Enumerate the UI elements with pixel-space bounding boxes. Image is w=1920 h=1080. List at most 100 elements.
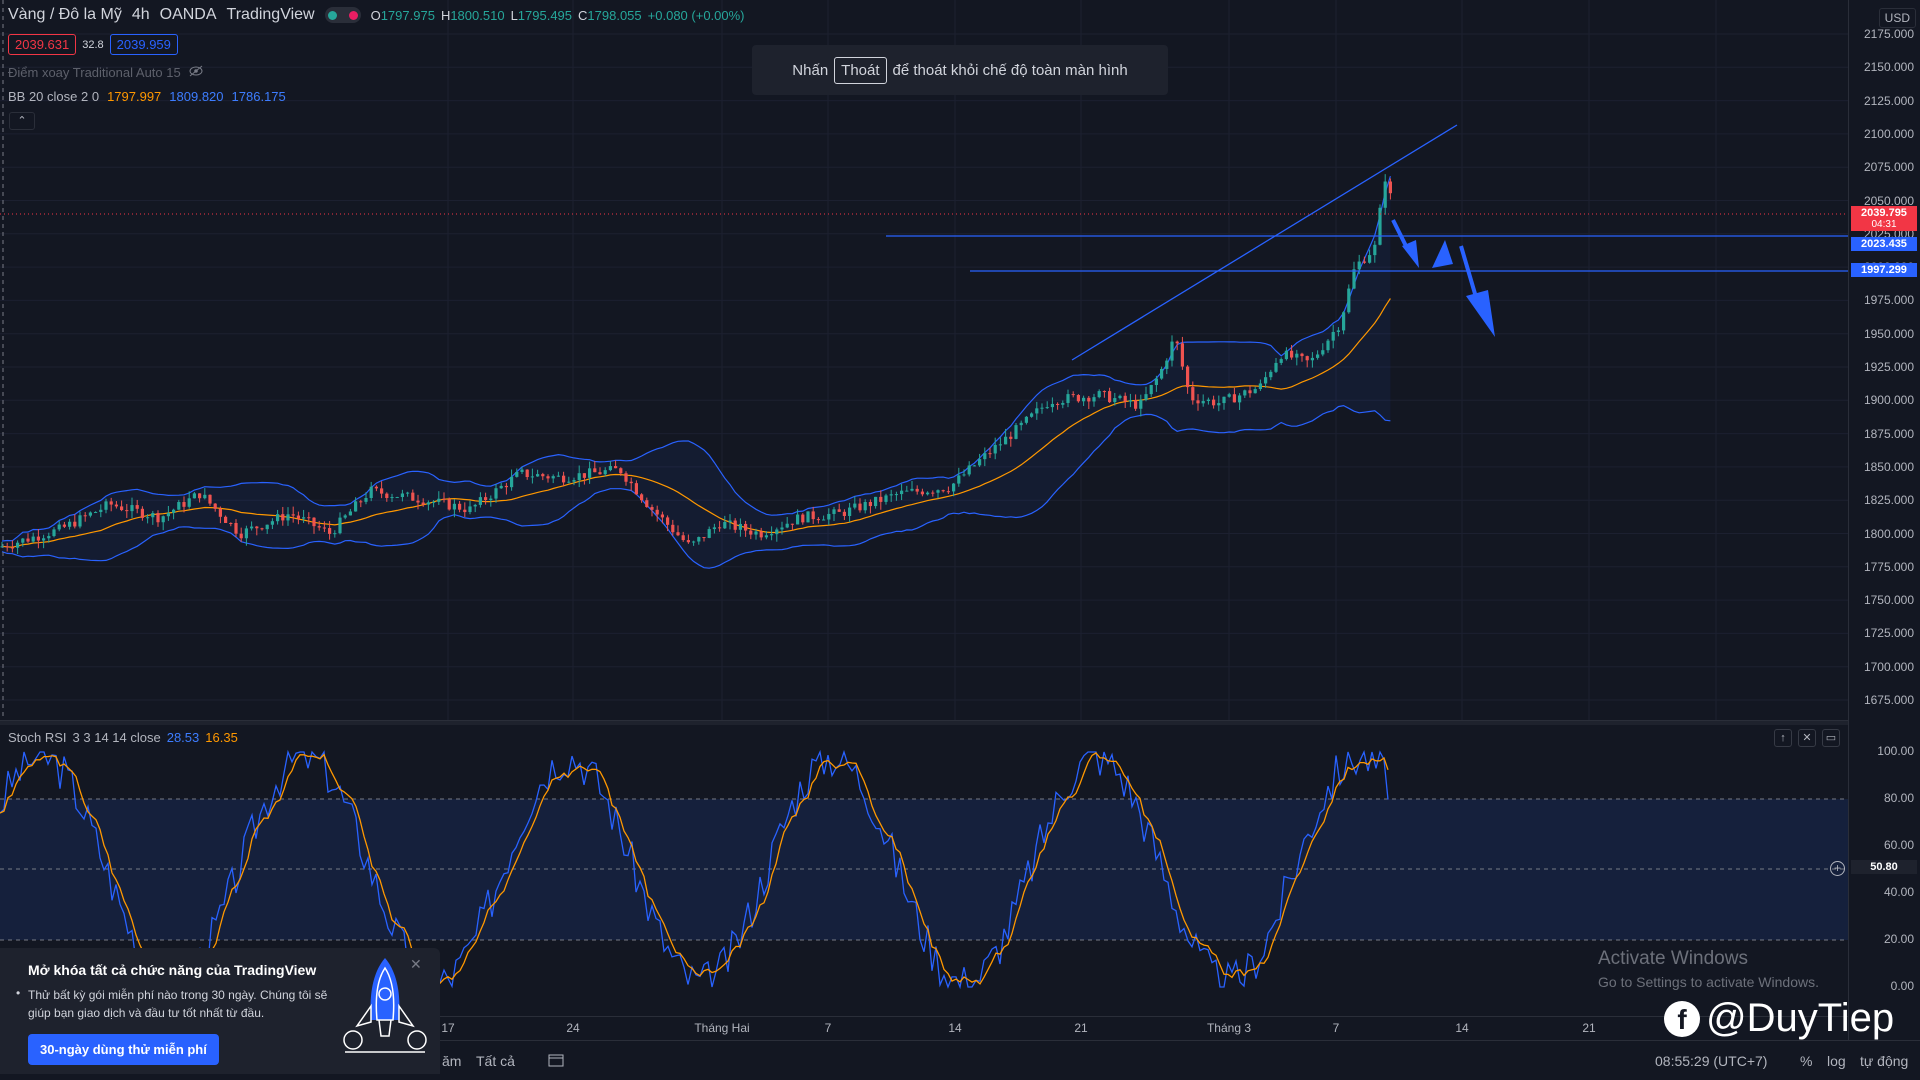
stoch-rsi-legend[interactable]: Stoch RSI 3 3 14 14 close 28.53 16.35 [8, 730, 238, 745]
range-partial[interactable]: ăm [442, 1053, 462, 1069]
currency-selector[interactable]: USD [1878, 8, 1916, 28]
stoch-tick-label: 0.00 [1890, 979, 1914, 993]
stoch-rsi-svg[interactable] [0, 725, 1848, 1015]
candle-body [1087, 397, 1091, 402]
candle-body [868, 501, 872, 507]
trend-line-drawing[interactable] [1071, 124, 1458, 361]
maximize-icon[interactable]: ▭ [1822, 729, 1840, 747]
candle-body [68, 521, 72, 527]
candle-body [442, 498, 446, 500]
candle-body [1342, 312, 1346, 331]
candle-body [1092, 397, 1096, 402]
candle-body [343, 515, 347, 518]
eye-off-icon[interactable] [189, 65, 203, 80]
candle-body [57, 524, 61, 530]
candle-body [21, 538, 25, 543]
candle-body [775, 529, 779, 535]
percent-toggle[interactable]: % [1800, 1053, 1813, 1069]
candle-body [135, 505, 139, 509]
price-tick-label: 2100.000 [1863, 126, 1914, 141]
time-axis[interactable]: 17 24 Tháng Hai 7 14 21 Tháng 3 7 14 21 [0, 1016, 1848, 1038]
candle-body [764, 535, 768, 538]
price-tick-label: 1700.000 [1863, 659, 1914, 674]
candle-body [78, 515, 82, 527]
candle-body [1045, 407, 1049, 409]
close-icon[interactable]: ✕ [410, 956, 422, 972]
trial-promo-popup: Mở khóa tất cả chức năng của TradingView… [0, 948, 440, 1074]
log-toggle[interactable]: log [1827, 1053, 1846, 1069]
goto-date-icon[interactable] [548, 1053, 564, 1070]
price-tick-label: 2075.000 [1863, 160, 1914, 175]
close-icon[interactable]: ✕ [1798, 729, 1816, 747]
candle-body [484, 497, 488, 501]
candle-body [250, 526, 254, 529]
candle-body [1066, 394, 1070, 403]
candle-body [957, 475, 961, 484]
symbol-title[interactable]: Vàng / Đô la Mỹ [8, 6, 122, 23]
candle-body [1076, 395, 1080, 402]
range-all-button[interactable]: Tất cả [476, 1053, 515, 1069]
candle-body [187, 498, 191, 507]
candle-body [1139, 399, 1143, 409]
candle-body [1108, 391, 1112, 403]
buy-button[interactable]: 2039.959 [109, 34, 178, 55]
pivot-indicator-legend[interactable]: Điểm xoay Traditional Auto 15 [8, 65, 203, 80]
candle-body [562, 475, 566, 483]
candle-body [166, 512, 170, 517]
candle-body [1097, 391, 1101, 398]
exit-key-hint[interactable]: Thoát [834, 56, 887, 84]
arrow-up-icon[interactable]: ↑ [1774, 729, 1792, 747]
main-chart-pane[interactable] [0, 0, 1848, 990]
promo-body: Thử bất kỳ gói miễn phí nào trong 30 ngà… [28, 988, 328, 1020]
price-axis[interactable]: USD 2175.000 2150.000 2125.000 2100.000 2075… [1848, 0, 1920, 1080]
candle-body [494, 488, 498, 499]
candle-body [1186, 366, 1190, 388]
candle-body [915, 488, 919, 492]
candle-body [645, 500, 649, 508]
candle-body [276, 514, 280, 522]
arrow-up[interactable] [1432, 240, 1453, 268]
candle-body [94, 512, 98, 514]
candle-body [317, 526, 321, 528]
free-trial-button[interactable]: 30-ngày dùng thử miễn phí [28, 1034, 219, 1065]
clock-display[interactable]: 08:55:29 (UTC+7) [1655, 1053, 1768, 1069]
bollinger-band-fill [2, 176, 1391, 569]
sell-button[interactable]: 2039.631 [8, 34, 77, 55]
pane-separator[interactable] [0, 720, 1848, 725]
arrow-down-1[interactable] [1391, 219, 1419, 268]
candle-body [1102, 391, 1106, 393]
interval-label[interactable]: 4h [131, 6, 150, 23]
candle-body [733, 520, 737, 530]
bb-indicator-legend[interactable]: BB 20 close 2 0 1797.997 1809.820 1786.1… [8, 89, 286, 104]
candle-body [140, 508, 144, 518]
candle-body [286, 514, 290, 521]
candle-body [515, 471, 519, 477]
candle-body [546, 476, 550, 479]
market-status-toggle[interactable] [324, 7, 361, 23]
pane-controls: ↑ ✕ ▭ [1774, 729, 1840, 747]
candle-body [1040, 407, 1044, 409]
crosshair-add-icon[interactable]: + [1830, 861, 1845, 876]
collapse-legend-button[interactable]: ⌃ [9, 112, 35, 130]
candle-body [603, 470, 607, 475]
change-value: +0.080 (+0.00%) [647, 7, 745, 23]
candle-body [255, 526, 259, 529]
candle-body [499, 485, 503, 489]
arrow-down-2[interactable] [1459, 245, 1495, 337]
candle-body [478, 497, 482, 505]
candle-body [738, 523, 742, 530]
candle-body [239, 533, 243, 539]
price-chart-svg[interactable] [0, 0, 1848, 720]
candle-body [972, 465, 976, 467]
auto-toggle[interactable]: tự động [1860, 1053, 1909, 1069]
candle-body [1128, 400, 1132, 402]
price-tick-label: 1925.000 [1863, 360, 1914, 374]
price-tick-label: 2050.000 [1863, 193, 1914, 208]
candle-body [1056, 403, 1060, 405]
candle-body [416, 500, 420, 503]
candle-body [510, 476, 514, 488]
candle-body [712, 527, 716, 530]
candle-body [1082, 397, 1086, 402]
price-tick-label: 2125.000 [1863, 93, 1914, 108]
author-handle: @DuyTiep [1706, 996, 1895, 1040]
